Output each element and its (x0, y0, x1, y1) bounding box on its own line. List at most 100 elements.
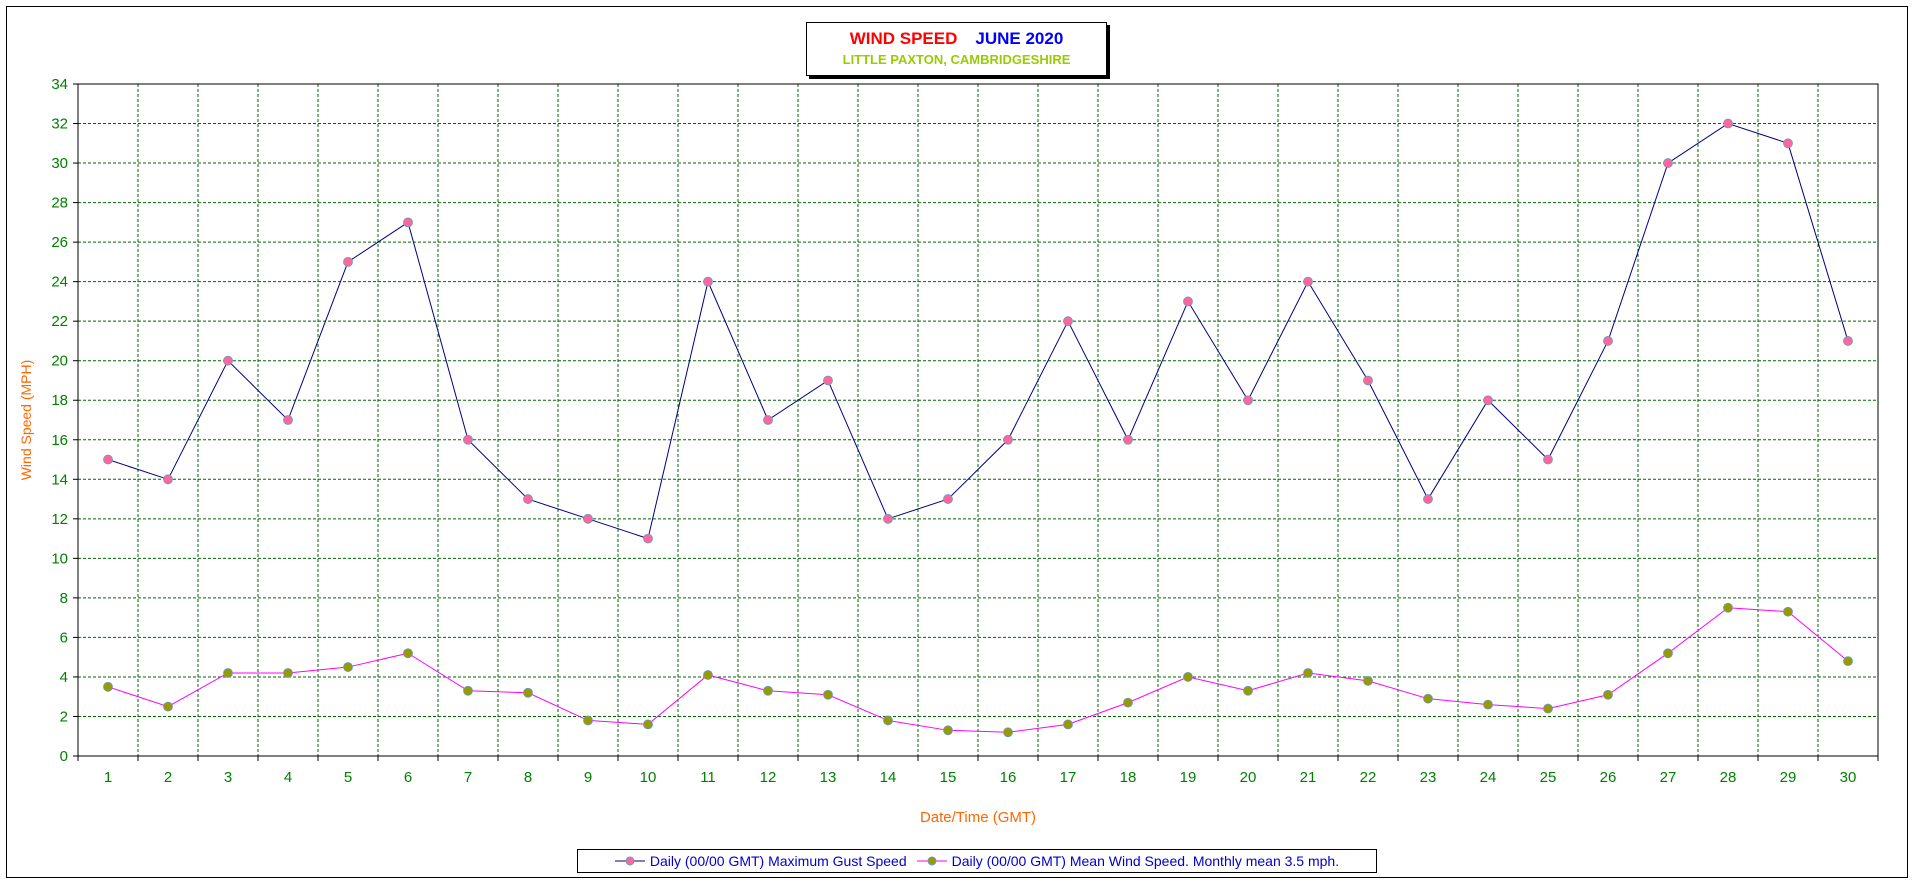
x-tick-label: 21 (1300, 769, 1317, 786)
y-tick-label: 6 (60, 629, 68, 646)
data-point-0 (1123, 434, 1133, 445)
data-point-1 (1783, 606, 1793, 617)
x-tick-label: 9 (584, 769, 592, 786)
chart-location: LITTLE PAXTON, CAMBRIDGESHIRE (842, 52, 1071, 67)
x-tick-label: 5 (344, 769, 352, 786)
y-tick-label: 24 (51, 274, 68, 291)
x-tick-label: 28 (1720, 769, 1737, 786)
data-point-1 (1303, 668, 1313, 678)
data-point-0 (463, 434, 473, 445)
x-tick-label: 29 (1780, 769, 1797, 786)
y-tick-label: 30 (51, 155, 68, 172)
x-tick-label: 16 (1000, 769, 1017, 786)
data-point-0 (103, 454, 113, 465)
x-tick-label: 3 (224, 769, 232, 786)
x-tick-label: 22 (1360, 769, 1377, 786)
x-tick-label: 2 (164, 769, 172, 786)
y-tick-label: 0 (60, 748, 68, 765)
x-tick-label: 6 (404, 769, 412, 786)
data-point-1 (1363, 675, 1373, 686)
x-tick-label: 30 (1840, 769, 1857, 786)
grid (78, 83, 1878, 756)
data-point-1 (943, 725, 953, 736)
data-point-0 (943, 494, 953, 504)
y-axis-title: Wind Speed (MPH) (18, 360, 34, 481)
x-tick-label: 12 (760, 769, 777, 786)
data-point-1 (1723, 602, 1733, 613)
series-line-0 (107, 122, 1849, 540)
data-point-1 (403, 648, 413, 659)
data-point-1 (643, 719, 653, 730)
x-tick-label: 11 (700, 769, 716, 786)
chart-title: WIND SPEED JUNE 2020 (807, 29, 1106, 49)
y-tick-label: 26 (51, 234, 68, 251)
series-line-1 (107, 607, 1849, 733)
data-point-0 (883, 513, 893, 524)
data-point-1 (1123, 697, 1133, 708)
x-tick-label: 23 (1420, 769, 1437, 786)
data-point-1 (883, 715, 893, 726)
x-tick-label: 7 (464, 769, 472, 786)
x-tick-label: 17 (1060, 769, 1077, 786)
data-point-1 (763, 685, 773, 696)
data-point-0 (703, 276, 713, 287)
x-tick-label: 8 (524, 769, 532, 786)
series-layer (103, 118, 1853, 738)
x-tick-label: 14 (880, 769, 897, 786)
y-tick-label: 8 (60, 590, 68, 607)
data-point-0 (1603, 336, 1613, 346)
data-point-1 (583, 715, 593, 726)
data-point-0 (163, 474, 173, 485)
plot-area-border (77, 83, 1879, 757)
y-tick-label: 16 (51, 432, 68, 449)
x-tick-label: 25 (1540, 769, 1557, 786)
x-tick-label: 10 (640, 769, 657, 786)
y-tick-label: 14 (51, 471, 68, 488)
x-tick-label: 27 (1660, 769, 1677, 786)
data-point-0 (1423, 494, 1433, 504)
data-point-1 (103, 681, 113, 692)
x-tick-label: 4 (284, 769, 292, 786)
data-point-0 (343, 256, 353, 267)
data-point-1 (463, 685, 473, 696)
legend-item-mean: Daily (00/00 GMT) Mean Wind Speed. Month… (916, 853, 1340, 869)
data-point-1 (1603, 689, 1613, 700)
data-point-0 (283, 415, 293, 425)
y-tick-label: 20 (51, 353, 68, 370)
y-tick-label: 2 (60, 708, 68, 725)
data-point-1 (1183, 672, 1193, 682)
data-point-0 (1303, 276, 1313, 287)
data-point-0 (523, 494, 533, 504)
data-point-1 (1423, 693, 1433, 704)
x-tick-label: 13 (820, 769, 837, 786)
data-point-1 (223, 668, 233, 678)
data-point-1 (163, 701, 173, 712)
data-point-0 (643, 533, 653, 544)
y-tick-label: 22 (51, 313, 68, 330)
data-point-0 (1543, 454, 1553, 465)
x-tick-label: 1 (104, 769, 112, 786)
x-tick-label: 19 (1180, 769, 1197, 786)
data-point-0 (1723, 118, 1733, 129)
y-tick-label: 12 (51, 511, 68, 528)
legend-swatch-mean (916, 856, 947, 866)
data-point-0 (1243, 395, 1253, 406)
x-axis-title: Date/Time (GMT) (920, 809, 1036, 826)
data-point-1 (823, 689, 833, 700)
legend-item-gust: Daily (00/00 GMT) Maximum Gust Speed (614, 853, 907, 869)
chart-title-month: JUNE 2020 (975, 29, 1064, 48)
data-point-1 (1063, 719, 1073, 730)
data-point-1 (523, 687, 533, 698)
legend-label-mean: Daily (00/00 GMT) Mean Wind Speed. Month… (951, 853, 1340, 869)
data-point-0 (223, 355, 233, 366)
x-tick-label: 15 (940, 769, 957, 786)
x-tick-label: 26 (1600, 769, 1617, 786)
data-point-0 (1003, 434, 1013, 445)
data-point-0 (1183, 296, 1193, 307)
data-point-1 (1843, 656, 1853, 667)
x-tick-label: 20 (1240, 769, 1257, 786)
data-point-0 (1363, 375, 1373, 386)
y-tick-label: 10 (51, 550, 68, 567)
